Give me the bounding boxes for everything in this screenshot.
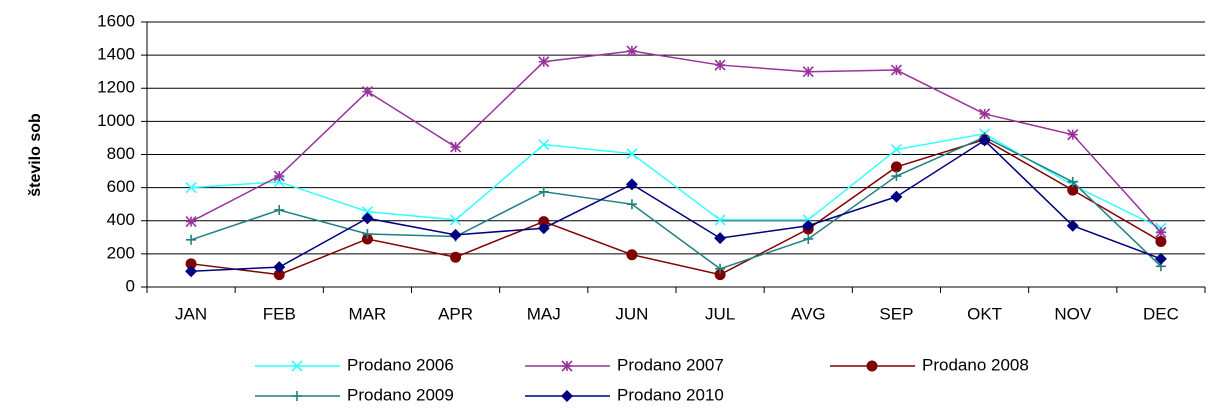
marker [890,190,903,203]
marker [978,134,991,147]
marker [1155,235,1167,247]
marker [450,214,462,226]
y-tick-label: 1600 [97,11,135,30]
legend-marker [561,390,573,402]
legend-marker [561,360,573,372]
marker [538,186,549,197]
marker [1067,129,1079,141]
marker [979,108,991,120]
y-tick-label: 1200 [97,78,135,97]
x-tick-label: JUL [705,304,735,323]
legend-marker [292,391,302,401]
y-tick-label: 200 [107,243,135,262]
marker [273,269,285,281]
y-tick-label: 800 [107,144,135,163]
x-tick-label: APR [438,304,473,323]
marker [714,59,726,71]
marker [626,148,638,160]
series-line [190,136,1162,270]
marker [802,219,815,232]
marker [625,178,638,191]
marker [450,251,462,263]
x-tick-label: MAR [349,304,387,323]
series-line [190,50,1162,233]
marker [1155,226,1167,238]
x-tick-label: SEP [879,304,913,323]
marker [449,228,462,241]
y-tick-label: 400 [107,210,135,229]
marker [714,214,726,226]
marker [626,45,638,57]
series-line [191,139,1162,273]
legend-label: Prodano 2009 [347,385,454,404]
marker [538,216,550,228]
marker [273,170,285,182]
x-tick-label: JUN [615,304,648,323]
y-tick-label: 1400 [97,45,135,64]
x-tick-label: NOV [1054,304,1092,323]
marker [362,229,373,239]
x-tick-label: AVG [791,304,826,323]
marker [185,258,197,270]
y-tick-label: 1000 [97,111,135,130]
marker [537,222,550,235]
x-tick-label: MAJ [527,304,561,323]
legend-label: Prodano 2010 [617,385,724,404]
marker [803,233,814,244]
marker [186,234,197,245]
marker [273,261,286,274]
marker [714,232,727,245]
x-tick-label: DEC [1143,304,1179,323]
y-tick-label: 600 [107,177,135,196]
marker [1154,252,1167,265]
y-tick-label: 0 [126,276,135,295]
marker [1067,176,1078,187]
marker [361,85,373,98]
marker [1067,184,1079,196]
x-tick-label: JAN [175,304,207,323]
marker [626,199,637,210]
marker [538,56,550,68]
marker [361,206,373,218]
legend-label: Prodano 2008 [922,355,1029,374]
legend-marker [291,360,303,372]
marker [714,269,726,281]
marker [802,66,814,78]
marker [891,171,902,182]
marker [890,161,902,173]
legend-marker [866,360,878,372]
marker [185,265,198,278]
marker [626,249,638,261]
series-line [191,133,1162,229]
marker [185,182,197,194]
marker [890,64,902,76]
x-tick-label: FEB [263,304,296,323]
y-axis-label: število sob [27,113,44,197]
marker [538,138,550,151]
marker [361,212,374,225]
marker [1066,219,1079,232]
x-tick-label: OKT [967,304,1002,323]
marker [890,143,902,156]
marker [715,263,726,274]
series-line [190,138,1162,276]
marker [450,141,462,153]
legend-label: Prodano 2007 [617,355,724,374]
marker [185,216,197,228]
legend-label: Prodano 2006 [347,355,454,374]
marker [274,204,285,215]
